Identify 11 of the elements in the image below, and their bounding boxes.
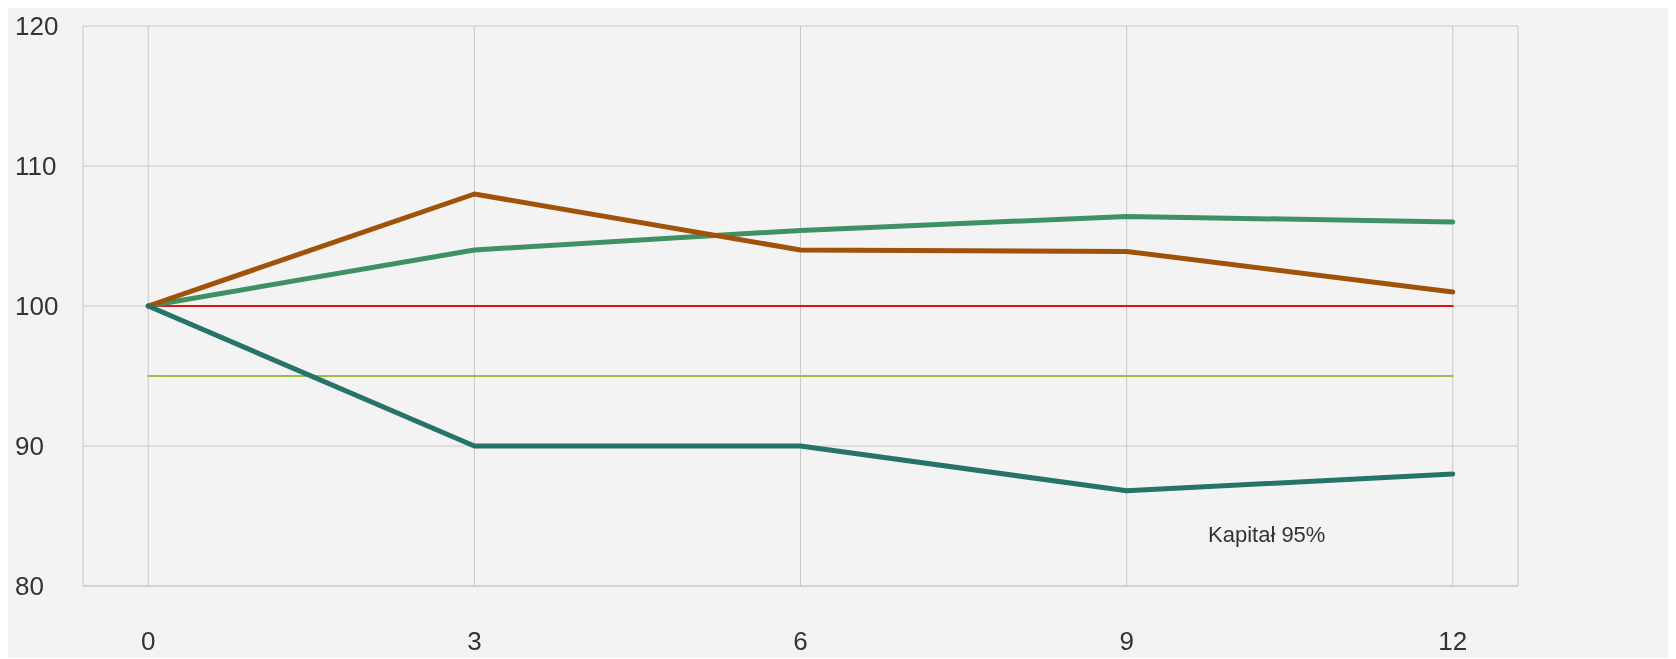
y-tick-label: 120 xyxy=(15,11,59,42)
x-tick-label: 9 xyxy=(1119,626,1134,657)
x-tick-label: 3 xyxy=(467,626,482,657)
y-tick-label: 80 xyxy=(15,571,44,602)
x-tick-label: 6 xyxy=(793,626,808,657)
y-tick-label: 90 xyxy=(15,431,44,462)
x-tick-label: 0 xyxy=(140,626,156,657)
annotation: Kapitał 95% xyxy=(1208,522,1326,548)
x-tick-label: 12 xyxy=(1438,626,1468,657)
y-tick-label: 100 xyxy=(15,291,59,322)
y-tick-label: 110 xyxy=(15,151,57,182)
